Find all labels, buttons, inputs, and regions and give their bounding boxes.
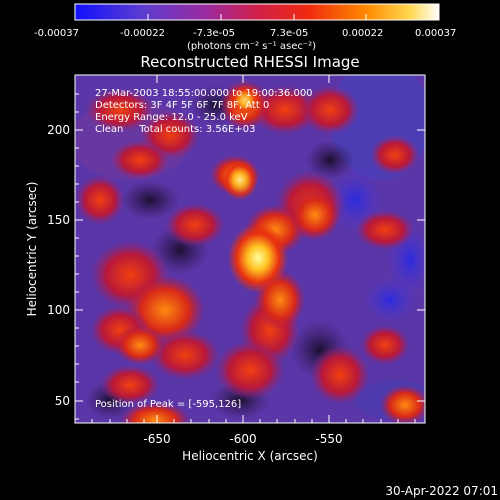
y-tick-label: 150 [47,213,70,227]
colorbar-gradient [74,3,440,21]
y-axis-label: Heliocentric Y (arcsec) [25,182,39,317]
observation-time: 27-Mar-2003 18:55:00.000 to 19:00:36.000 [95,88,313,99]
x-axis-label: Heliocentric X (arcsec) [182,449,318,463]
y-tick-label: 100 [47,303,70,317]
solar-image [75,75,425,423]
x-tick-label: -550 [315,432,342,446]
colorbar-tick-label: 7.3e-05 [270,28,308,39]
colorbar: -0.00037 -0.00022 -7.3e-05 7.3e-05 0.000… [34,3,456,52]
x-tick-label: -650 [143,432,170,446]
y-tick-label: 200 [47,123,70,137]
plot-frame [74,74,426,424]
colorbar-tick-label: 0.00037 [415,28,456,39]
x-axis-ticks [91,75,416,423]
colorbar-units: (photons cm⁻² s⁻¹ asec⁻²) [187,41,316,52]
y-tick-label: 50 [55,394,70,408]
plot-title: Reconstructed RHESSI Image [140,53,359,71]
peak-position: Position of Peak = [-595,126] [95,399,241,410]
colorbar-tick-label: -0.00022 [120,28,165,39]
x-tick-label: -600 [229,432,256,446]
colorbar-tick-label: -7.3e-05 [193,28,235,39]
footer-timestamp: 30-Apr-2022 07:01 [385,484,498,498]
colorbar-ticks [74,14,440,20]
colorbar-tick-label: -0.00037 [34,28,79,39]
y-axis-ticks [75,93,425,420]
clean-counts: Clean Total counts: 3.56E+03 [95,124,255,135]
detectors-info: Detectors: 3F 4F 5F 6F 7F 8F, Att 0 [95,100,269,111]
colorbar-tick-label: 0.00022 [342,28,383,39]
energy-range: Energy Range: 12.0 - 25.0 keV [95,112,248,123]
